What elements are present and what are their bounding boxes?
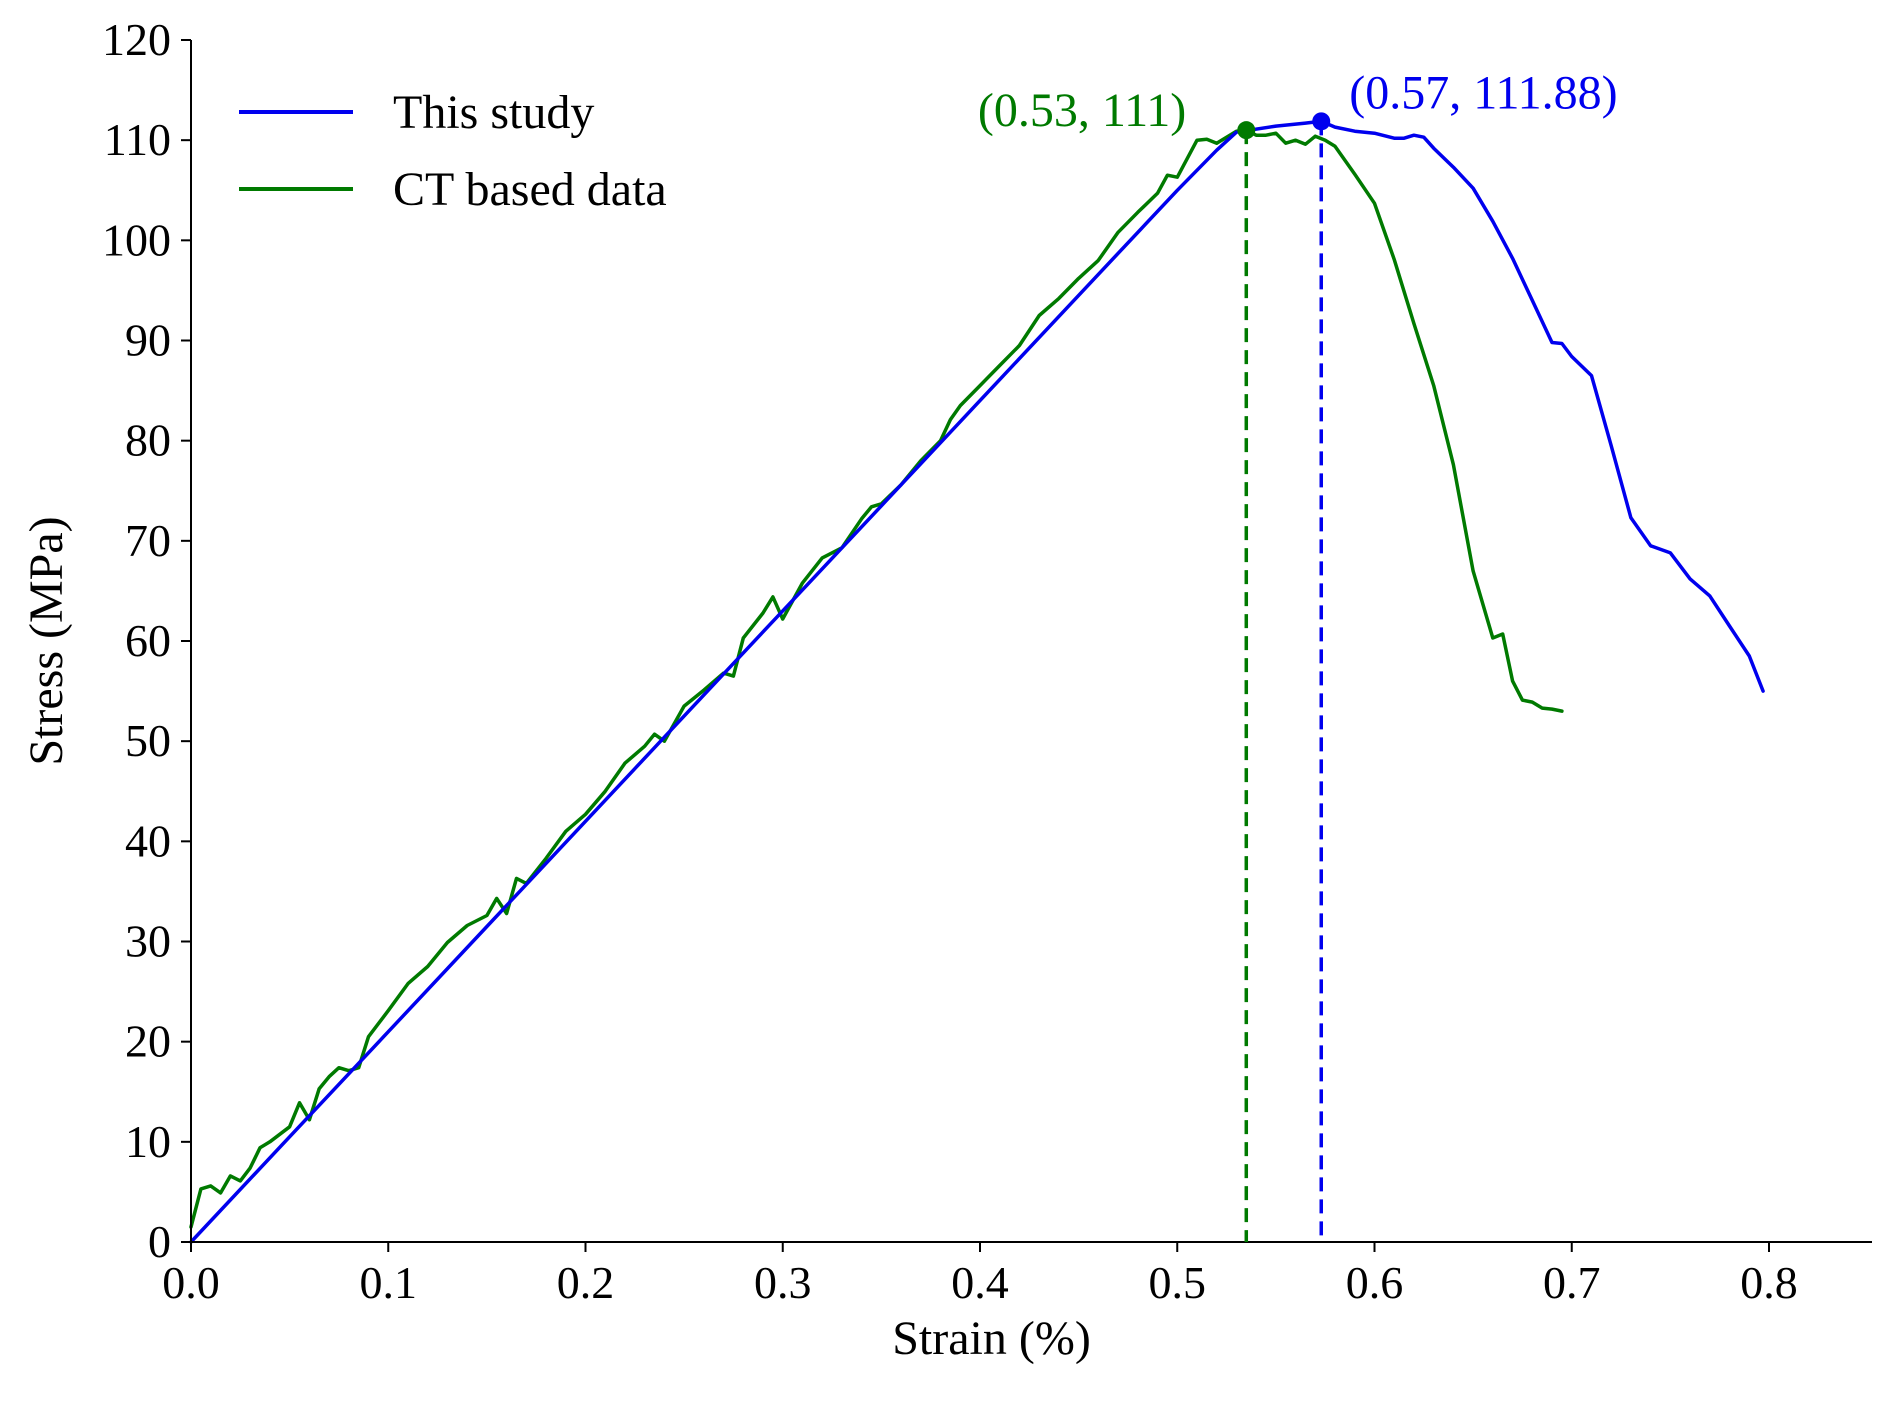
y-tick-label: 100 (102, 214, 171, 265)
y-axis-title: Stress (MPa) (20, 516, 73, 765)
y-tick-label: 80 (125, 415, 171, 466)
legend-label: CT based data (393, 163, 667, 216)
legend-label: This study (393, 86, 594, 139)
y-tick-label: 120 (102, 14, 171, 65)
x-tick-label: 0.3 (754, 1257, 812, 1308)
peak-marker (1237, 121, 1256, 140)
x-tick-label: 0.2 (557, 1257, 615, 1308)
plot-lines-layer (189, 119, 1765, 1244)
peak-annotation-label: (0.53, 111) (978, 84, 1186, 137)
y-tick-label: 0 (148, 1216, 171, 1267)
series-line-this-study (189, 119, 1765, 1244)
y-ticks: 0 10 20 30 40 50 60 70 80 90 100 110 120 (102, 14, 191, 1267)
y-tick-label: 30 (125, 916, 171, 967)
y-tick-label: 20 (125, 1016, 171, 1067)
x-ticks: 0.0 0.1 0.2 0.3 0.4 0.5 0.6 0.7 0.8 (162, 1242, 1798, 1308)
x-tick-label: 0.5 (1149, 1257, 1207, 1308)
y-tick-label: 50 (125, 715, 171, 766)
x-tick-label: 0.8 (1740, 1257, 1798, 1308)
x-tick-label: 0.7 (1543, 1257, 1601, 1308)
legend: This study CT based data (239, 86, 667, 216)
y-tick-label: 60 (125, 615, 171, 666)
y-tick-label: 90 (125, 315, 171, 366)
x-axis-title: Strain (%) (892, 1312, 1091, 1365)
y-tick-label: 10 (125, 1116, 171, 1167)
x-tick-label: 0.1 (360, 1257, 418, 1308)
x-tick-label: 0.4 (951, 1257, 1009, 1308)
x-tick-label: 0.0 (162, 1257, 220, 1308)
series-line-ct-based-data (189, 128, 1564, 1229)
y-tick-label: 40 (125, 815, 171, 866)
annotations-layer: (0.53, 111) (0.57, 111.88) (978, 66, 1618, 1242)
axes-layer (190, 40, 1872, 1243)
y-tick-label: 110 (104, 114, 171, 165)
y-tick-label: 70 (125, 515, 171, 566)
x-tick-label: 0.6 (1346, 1257, 1404, 1308)
peak-annotation-label: (0.57, 111.88) (1349, 66, 1617, 119)
peak-marker (1312, 112, 1331, 131)
